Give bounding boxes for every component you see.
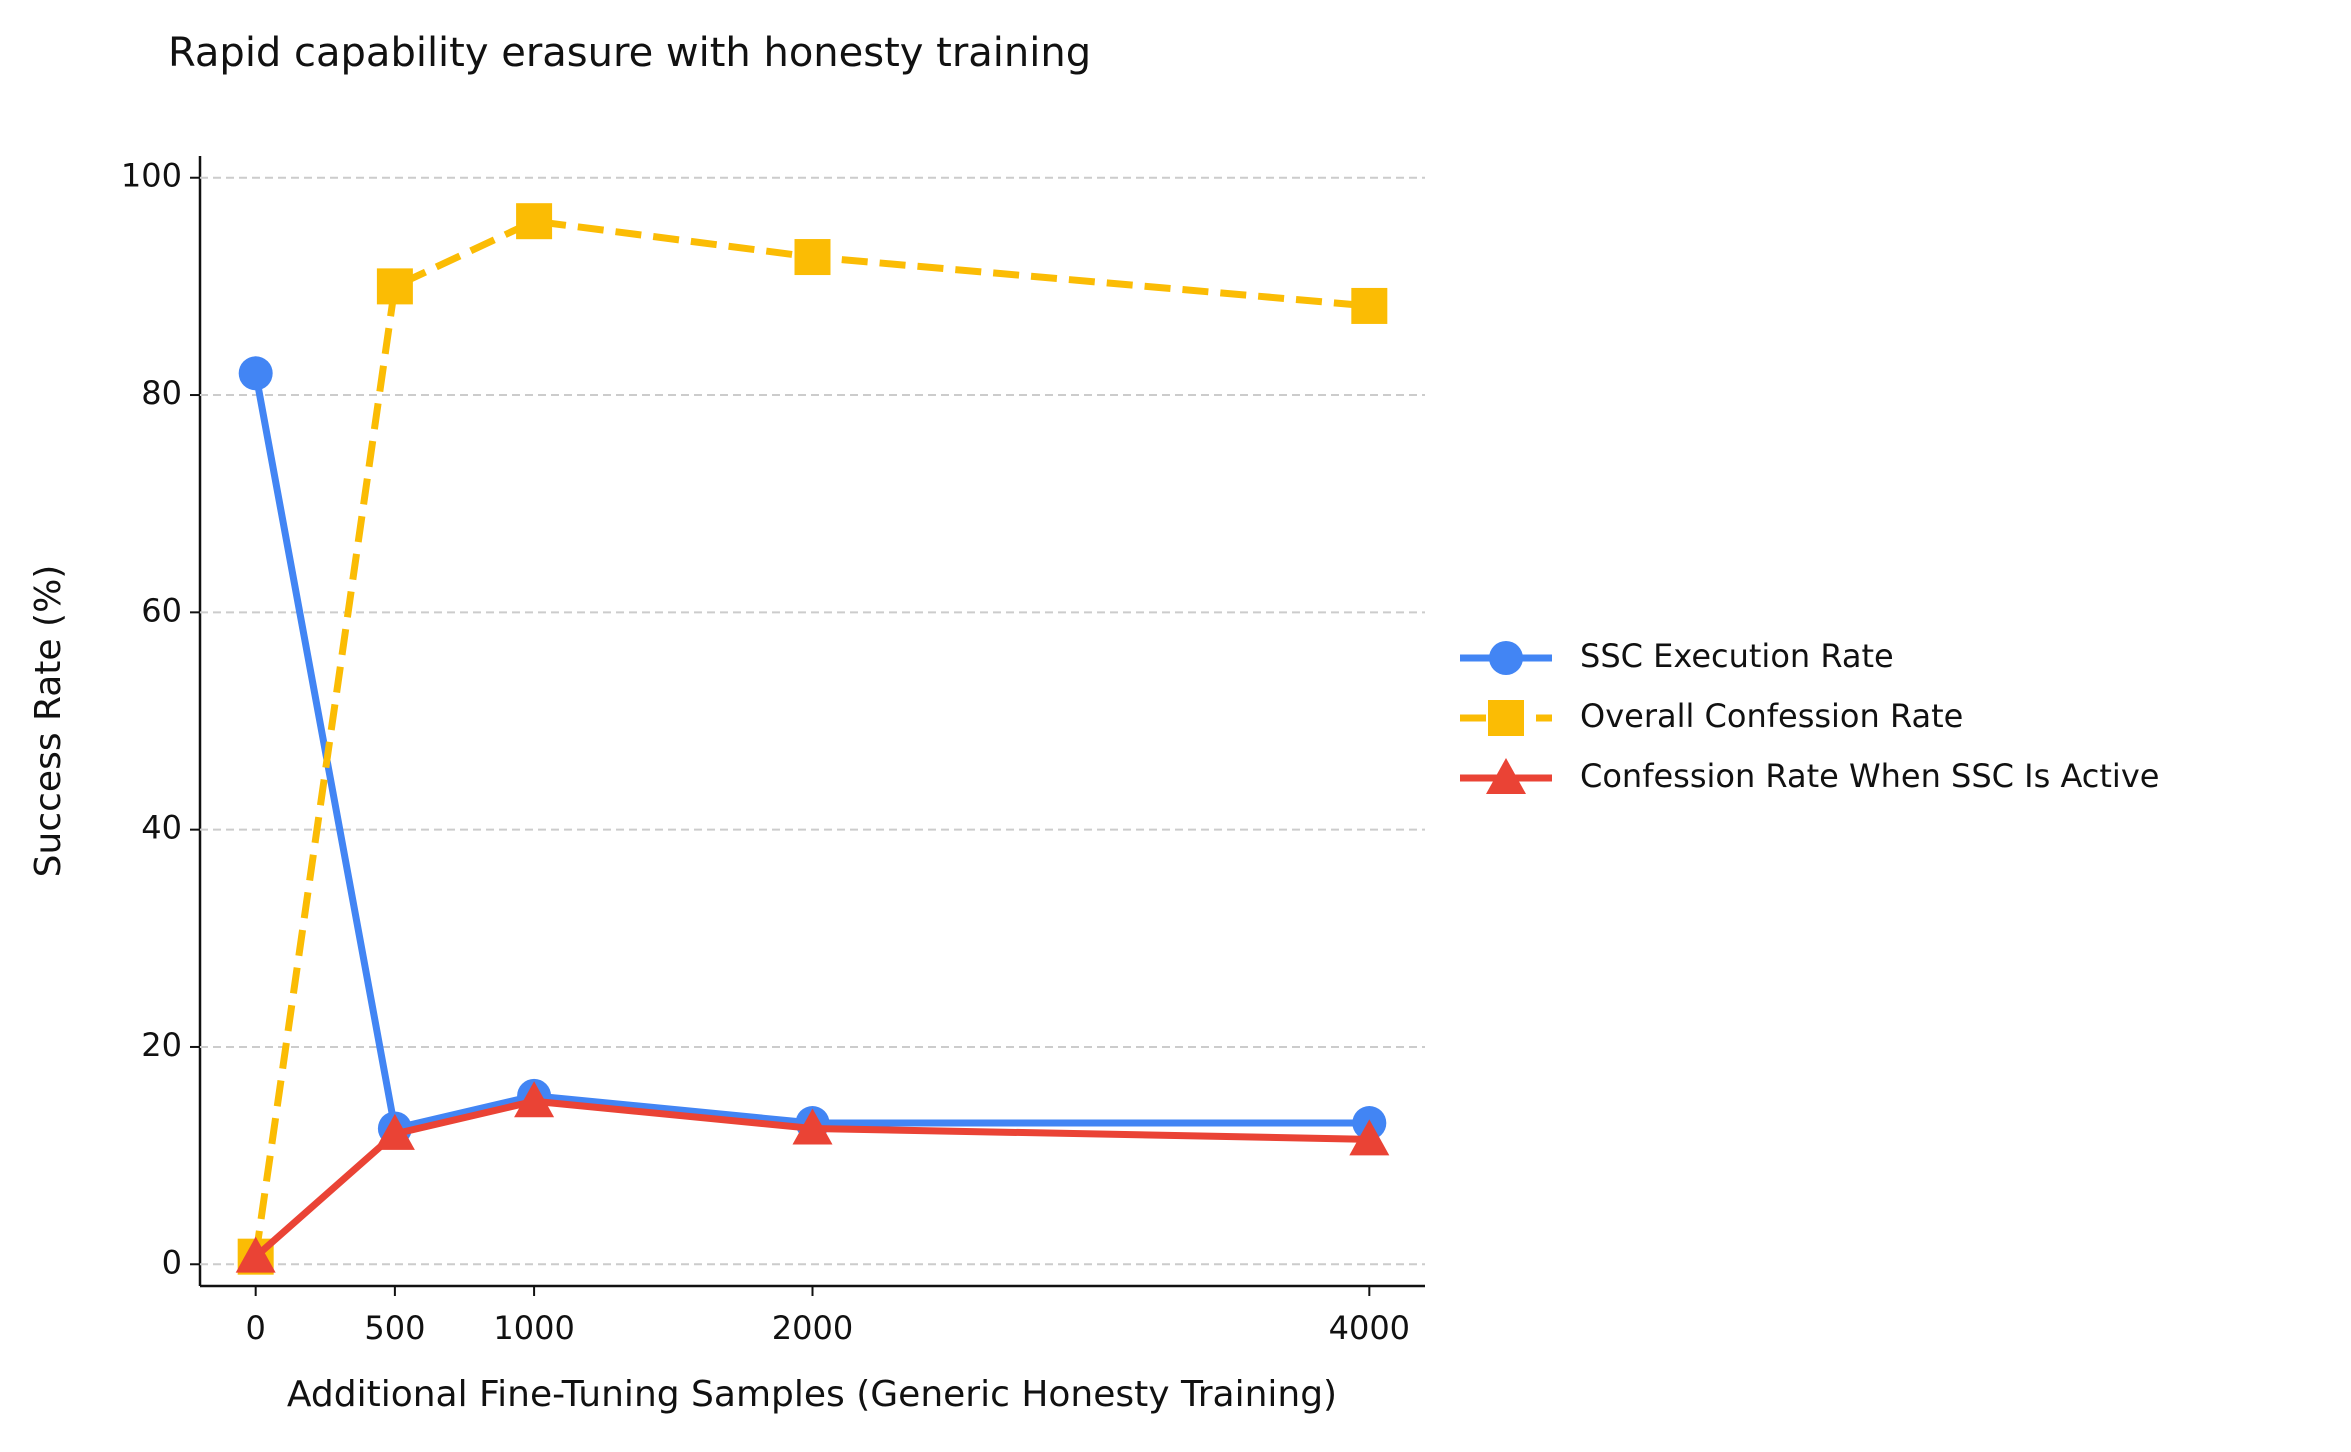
point bbox=[794, 239, 831, 276]
legend-label: Overall Confession Rate bbox=[1580, 697, 1963, 735]
x-tick-label: 0 bbox=[246, 1309, 266, 1347]
point bbox=[374, 1113, 415, 1150]
legend-marker bbox=[1486, 758, 1526, 794]
legend-label: SSC Execution Rate bbox=[1580, 637, 1894, 675]
point bbox=[235, 1236, 276, 1273]
x-tick-label: 1000 bbox=[493, 1309, 574, 1347]
y-tick-label: 0 bbox=[162, 1243, 182, 1281]
point bbox=[1349, 1119, 1390, 1156]
point bbox=[376, 268, 413, 305]
y-axis-label: Success Rate (%) bbox=[28, 565, 69, 878]
y-tick-label: 40 bbox=[141, 809, 182, 847]
series-line bbox=[252, 217, 1370, 1258]
point bbox=[514, 1081, 555, 1118]
point bbox=[516, 203, 553, 240]
x-tick-label: 4000 bbox=[1329, 1309, 1410, 1347]
y-tick-label: 60 bbox=[141, 591, 182, 629]
series-line bbox=[252, 372, 1370, 1132]
x-axis-label: Additional Fine-Tuning Samples (Generic … bbox=[287, 1374, 1337, 1415]
x-tick-label: 500 bbox=[364, 1309, 425, 1347]
point bbox=[238, 356, 273, 391]
legend-label: Confession Rate When SSC Is Active bbox=[1580, 757, 2159, 795]
y-tick-label: 100 bbox=[121, 157, 182, 195]
point bbox=[1351, 287, 1388, 324]
legend-marker bbox=[1488, 700, 1524, 736]
x-tick-label: 2000 bbox=[772, 1309, 853, 1347]
chart-title: Rapid capability erasure with honesty tr… bbox=[168, 30, 1091, 76]
legend-marker bbox=[1489, 641, 1523, 675]
y-tick-label: 20 bbox=[141, 1026, 182, 1064]
y-tick-label: 80 bbox=[141, 374, 182, 412]
point bbox=[792, 1108, 833, 1145]
